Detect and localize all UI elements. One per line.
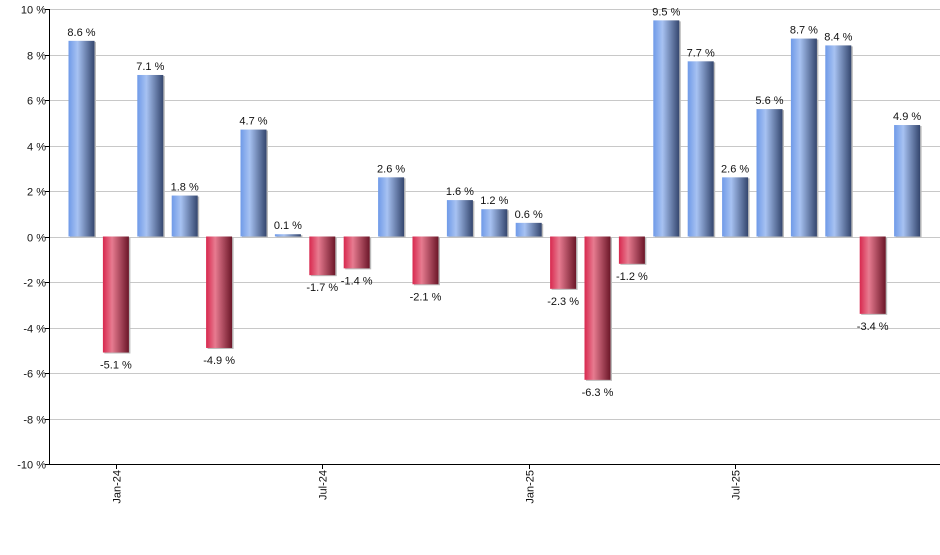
- bar-positive: [790, 38, 817, 237]
- bar-negative: [550, 236, 577, 289]
- y-tick-label: -10 %: [17, 460, 46, 472]
- x-axis-ticks: Jan-24 Jul-24 Jan-25 Jul-25: [112, 464, 743, 504]
- y-tick-label: 8 %: [27, 51, 46, 63]
- bar-negative: [412, 236, 439, 285]
- data-label: -1.7 %: [306, 282, 338, 294]
- x-tick-label: Jul-24: [318, 470, 330, 500]
- data-label: 9.5 %: [652, 6, 680, 18]
- bar-positive: [240, 129, 267, 237]
- data-label: 2.6 %: [377, 163, 405, 175]
- bar-negative: [584, 236, 611, 380]
- y-tick-label: -6 %: [23, 369, 46, 381]
- data-label: 2.6 %: [721, 163, 749, 175]
- data-label: -1.2 %: [616, 271, 648, 283]
- data-label: -1.4 %: [341, 275, 373, 287]
- data-label: -5.1 %: [100, 360, 132, 372]
- data-label: 8.6 %: [67, 27, 95, 39]
- bars: [68, 20, 922, 381]
- bar-negative: [859, 236, 886, 314]
- bar-positive: [171, 195, 198, 237]
- bar-positive: [687, 61, 714, 237]
- x-tick-label: Jan-24: [112, 470, 124, 504]
- x-tick-label: Jan-25: [525, 470, 537, 504]
- bar-positive: [825, 45, 852, 237]
- y-axis-ticks: 10 % 8 % 6 % 4 % 2 % 0 % -2 % -4 % -6 % -8 % -10 %: [17, 5, 49, 472]
- bar-negative: [309, 236, 336, 276]
- data-label: 1.2 %: [480, 195, 508, 207]
- bar-positive: [137, 74, 164, 237]
- bar-positive: [446, 200, 473, 237]
- bar-positive: [481, 209, 508, 237]
- data-label: -2.3 %: [547, 296, 579, 308]
- bar-positive: [68, 40, 95, 237]
- bar-negative: [343, 236, 370, 269]
- data-label: 1.6 %: [446, 186, 474, 198]
- data-label: 0.1 %: [274, 220, 302, 232]
- bar-positive: [756, 109, 783, 237]
- data-label: 1.8 %: [171, 182, 199, 194]
- data-label: 0.6 %: [515, 209, 543, 221]
- data-label: 5.6 %: [755, 95, 783, 107]
- bar-positive: [378, 177, 405, 237]
- data-labels: 8.6 % -5.1 % 7.1 % 1.8 % -4.9 % 4.7 % 0.1 % -1.…: [67, 6, 921, 398]
- y-tick-label: 0 %: [27, 233, 46, 245]
- bar-positive: [274, 234, 301, 237]
- bar-positive: [722, 177, 749, 237]
- data-label: -3.4 %: [857, 321, 889, 333]
- y-tick-label: -8 %: [23, 415, 46, 427]
- data-label: 7.1 %: [136, 61, 164, 73]
- bar-negative: [618, 236, 645, 264]
- y-tick-label: 10 %: [21, 5, 46, 17]
- data-label: 8.7 %: [790, 25, 818, 37]
- data-label: 7.7 %: [687, 47, 715, 59]
- y-tick-label: 4 %: [27, 142, 46, 154]
- y-tick-label: -2 %: [23, 278, 46, 290]
- y-tick-label: 6 %: [27, 96, 46, 108]
- bar-positive: [894, 125, 921, 237]
- y-tick-label: 2 %: [27, 187, 46, 199]
- data-label: 8.4 %: [824, 31, 852, 43]
- data-label: -4.9 %: [203, 355, 235, 367]
- data-label: 4.7 %: [239, 116, 267, 128]
- bar-positive: [653, 20, 680, 237]
- data-label: -2.1 %: [410, 291, 442, 303]
- data-label: 4.9 %: [893, 111, 921, 123]
- bar-positive: [515, 222, 542, 237]
- y-tick-label: -4 %: [23, 324, 46, 336]
- data-label: -6.3 %: [582, 387, 614, 399]
- x-tick-label: Jul-25: [731, 470, 743, 500]
- bar-negative: [102, 236, 129, 353]
- bar-negative: [206, 236, 233, 348]
